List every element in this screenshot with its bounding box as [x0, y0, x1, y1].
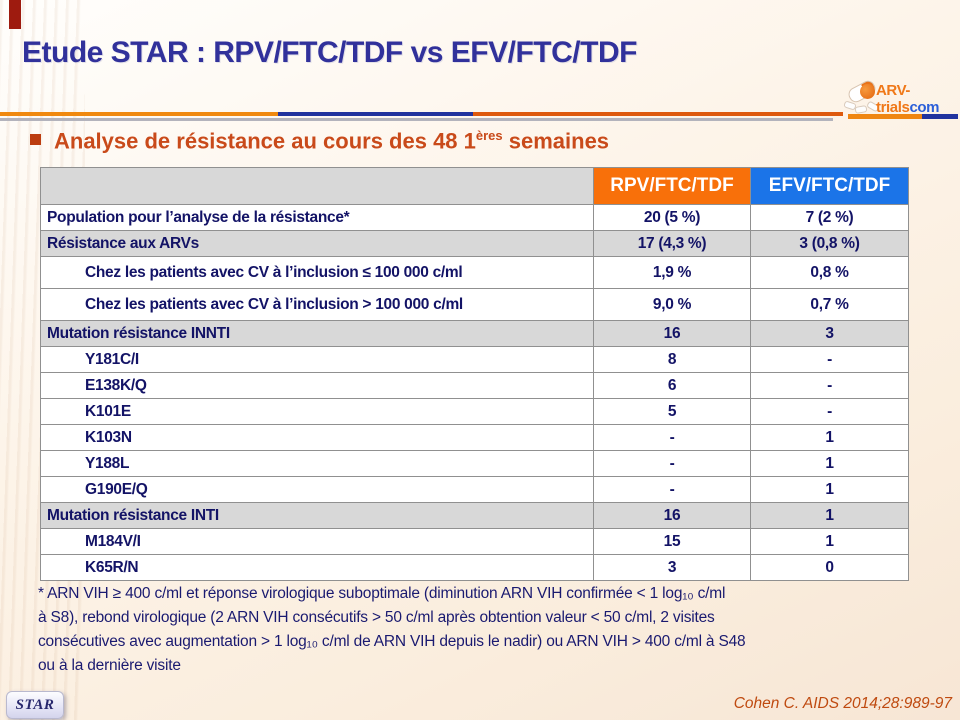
logo-underline-orange — [848, 114, 922, 119]
resistance-table: RPV/FTC/TDF EFV/FTC/TDF Population pour … — [40, 167, 909, 581]
row-label: Résistance aux ARVs — [40, 230, 594, 257]
rpv-value: - — [593, 450, 751, 477]
table-row: Mutation résistance INNTI 16 3 — [40, 320, 909, 347]
rpv-value: 9,0 % — [593, 288, 751, 321]
rpv-value: - — [593, 424, 751, 451]
divider-blue-mid — [278, 112, 473, 116]
table-row: E138K/Q 6- — [40, 372, 909, 399]
row-label: K101E — [40, 398, 594, 425]
rpv-value: 20 (5 %) — [593, 204, 751, 231]
table-corner-cell — [40, 167, 594, 205]
rpv-value: 3 — [593, 554, 751, 581]
row-label: E138K/Q — [40, 372, 594, 399]
efv-value: 1 — [750, 502, 909, 529]
table-row: Y181C/I 8- — [40, 346, 909, 373]
logo-tld: com — [909, 99, 940, 116]
efv-value: 1 — [750, 528, 909, 555]
row-label: Mutation résistance INTI — [40, 502, 594, 529]
rpv-value: - — [593, 476, 751, 503]
rpv-value: 16 — [593, 502, 751, 529]
row-label: Population pour l’analyse de la résistan… — [40, 204, 594, 231]
efv-value: 0 — [750, 554, 909, 581]
row-label: Mutation résistance INNTI — [40, 320, 594, 347]
study-badge-label: STAR — [15, 696, 55, 713]
pill-icon — [854, 105, 868, 114]
rpv-value: 8 — [593, 346, 751, 373]
table-row: K101E 5- — [40, 398, 909, 425]
rpv-value: 1,9 % — [593, 256, 751, 289]
efv-value: 0,7 % — [750, 288, 909, 321]
efv-value: 0,8 % — [750, 256, 909, 289]
rpv-value: 15 — [593, 528, 751, 555]
bullet-square-icon — [30, 134, 41, 146]
rpv-value: 16 — [593, 320, 751, 347]
table-row: G190E/Q -1 — [40, 476, 909, 503]
rpv-value: 17 (4,3 %) — [593, 230, 751, 257]
heading-superscript: ères — [475, 128, 503, 143]
table-row: Chez les patients avec CV à l’inclusion … — [40, 256, 909, 289]
row-label: Y181C/I — [40, 346, 594, 373]
table-col-rpv: RPV/FTC/TDF — [593, 167, 751, 205]
efv-value: 7 (2 %) — [750, 204, 909, 231]
table-col-efv: EFV/FTC/TDF — [750, 167, 909, 205]
rpv-value: 5 — [593, 398, 751, 425]
efv-value: 1 — [750, 424, 909, 451]
row-label: M184V/I — [40, 528, 594, 555]
logo-text: ARV-trialscom — [876, 82, 958, 116]
table-row: Y188L -1 — [40, 450, 909, 477]
table-row: K65R/N 3 0 — [40, 554, 909, 581]
corner-accent-block — [9, 0, 21, 29]
table-row: Résistance aux ARVs 17 (4,3 %) 3 (0,8 %) — [40, 230, 909, 257]
efv-value: - — [750, 398, 909, 425]
divider-gray — [0, 118, 833, 121]
table-row: K103N -1 — [40, 424, 909, 451]
citation: Cohen C. AIDS 2014;28:989-97 — [733, 695, 952, 712]
resistance-table-body: Population pour l’analyse de la résistan… — [40, 204, 909, 581]
table-row: Population pour l’analyse de la résistan… — [40, 204, 909, 231]
table-row: M184V/I 15 1 — [40, 528, 909, 555]
footnote: * ARN VIH ≥ 400 c/ml et réponse virologi… — [38, 585, 746, 674]
divider-orange-left — [0, 112, 278, 116]
table-row: Chez les patients avec CV à l’inclusion … — [40, 288, 909, 321]
pill-cap-icon — [860, 84, 875, 99]
efv-value: 1 — [750, 450, 909, 477]
table-header-row: RPV/FTC/TDF EFV/FTC/TDF — [40, 167, 909, 205]
rpv-value: 6 — [593, 372, 751, 399]
efv-value: 3 — [750, 320, 909, 347]
divider-orange-right — [473, 112, 843, 116]
heading-text: Analyse de résistance au cours des 48 1 — [54, 128, 476, 154]
row-label: Y188L — [40, 450, 594, 477]
row-label: Chez les patients avec CV à l’inclusion … — [40, 288, 594, 321]
row-label: K103N — [40, 424, 594, 451]
arv-trials-logo: ARV-trialscom — [842, 76, 958, 122]
study-badge[interactable]: STAR — [6, 691, 64, 719]
efv-value: - — [750, 346, 909, 373]
row-label: Chez les patients avec CV à l’inclusion … — [40, 256, 594, 289]
heading-suffix: semaines — [502, 128, 610, 154]
page-title: Etude STAR : RPV/FTC/TDF vs EFV/FTC/TDF — [22, 36, 637, 69]
efv-value: 1 — [750, 476, 909, 503]
efv-value: 3 (0,8 %) — [750, 230, 909, 257]
row-label: G190E/Q — [40, 476, 594, 503]
table-row: Mutation résistance INTI 16 1 — [40, 502, 909, 529]
logo-underline-blue — [922, 114, 958, 119]
logo-brand: ARV-trials — [876, 82, 910, 116]
section-heading: Analyse de résistance au cours des 48 1è… — [30, 128, 910, 154]
efv-value: - — [750, 372, 909, 399]
row-label: K65R/N — [40, 554, 594, 581]
